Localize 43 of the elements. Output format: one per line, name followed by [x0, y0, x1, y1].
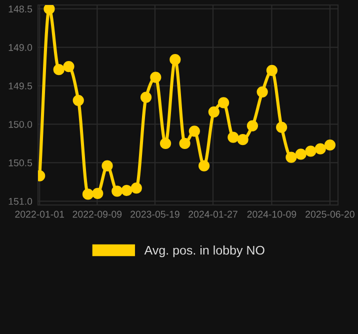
y-tick-label: 148.5: [8, 6, 32, 12]
x-tick-label: 2024-10-09: [247, 210, 296, 218]
point: [44, 5, 55, 14]
point: [72, 94, 84, 106]
point: [276, 122, 288, 133]
point: [256, 86, 268, 98]
point: [218, 97, 230, 108]
point: [237, 134, 248, 146]
point: [228, 132, 239, 143]
point: [82, 188, 94, 200]
point: [102, 160, 113, 172]
point: [198, 160, 210, 172]
x-tick-label: 2022-01-01: [15, 210, 64, 218]
point: [150, 72, 162, 83]
point: [121, 184, 132, 196]
point: [286, 152, 297, 163]
point: [53, 64, 64, 76]
point: [170, 54, 181, 66]
point: [179, 138, 190, 150]
point: [295, 148, 306, 160]
x-tick-label: 2023-05-19: [130, 210, 180, 218]
point: [63, 60, 74, 72]
point: [305, 146, 316, 157]
y-tick-label: 149.0: [8, 44, 32, 51]
point: [266, 64, 278, 76]
x-tick-label: 2025-06-20: [306, 210, 354, 218]
y-tick-label: 149.5: [8, 82, 32, 90]
point: [130, 182, 142, 194]
point: [208, 106, 220, 118]
legend-label: Avg. pos. in lobby NO: [144, 245, 264, 258]
point: [112, 186, 123, 197]
y-tick-label: 150.5: [8, 159, 32, 166]
x-tick-label: 2024-01-27: [188, 210, 238, 218]
point: [324, 139, 336, 151]
x-tick-label: 2022-09-09: [72, 210, 122, 218]
point: [92, 188, 104, 200]
y-tick-label: 151.0: [8, 198, 32, 205]
point: [160, 138, 172, 150]
point: [246, 120, 258, 132]
point: [314, 143, 326, 154]
point: [188, 126, 200, 137]
y-tick-label: 150.0: [8, 120, 32, 128]
point: [140, 92, 152, 103]
